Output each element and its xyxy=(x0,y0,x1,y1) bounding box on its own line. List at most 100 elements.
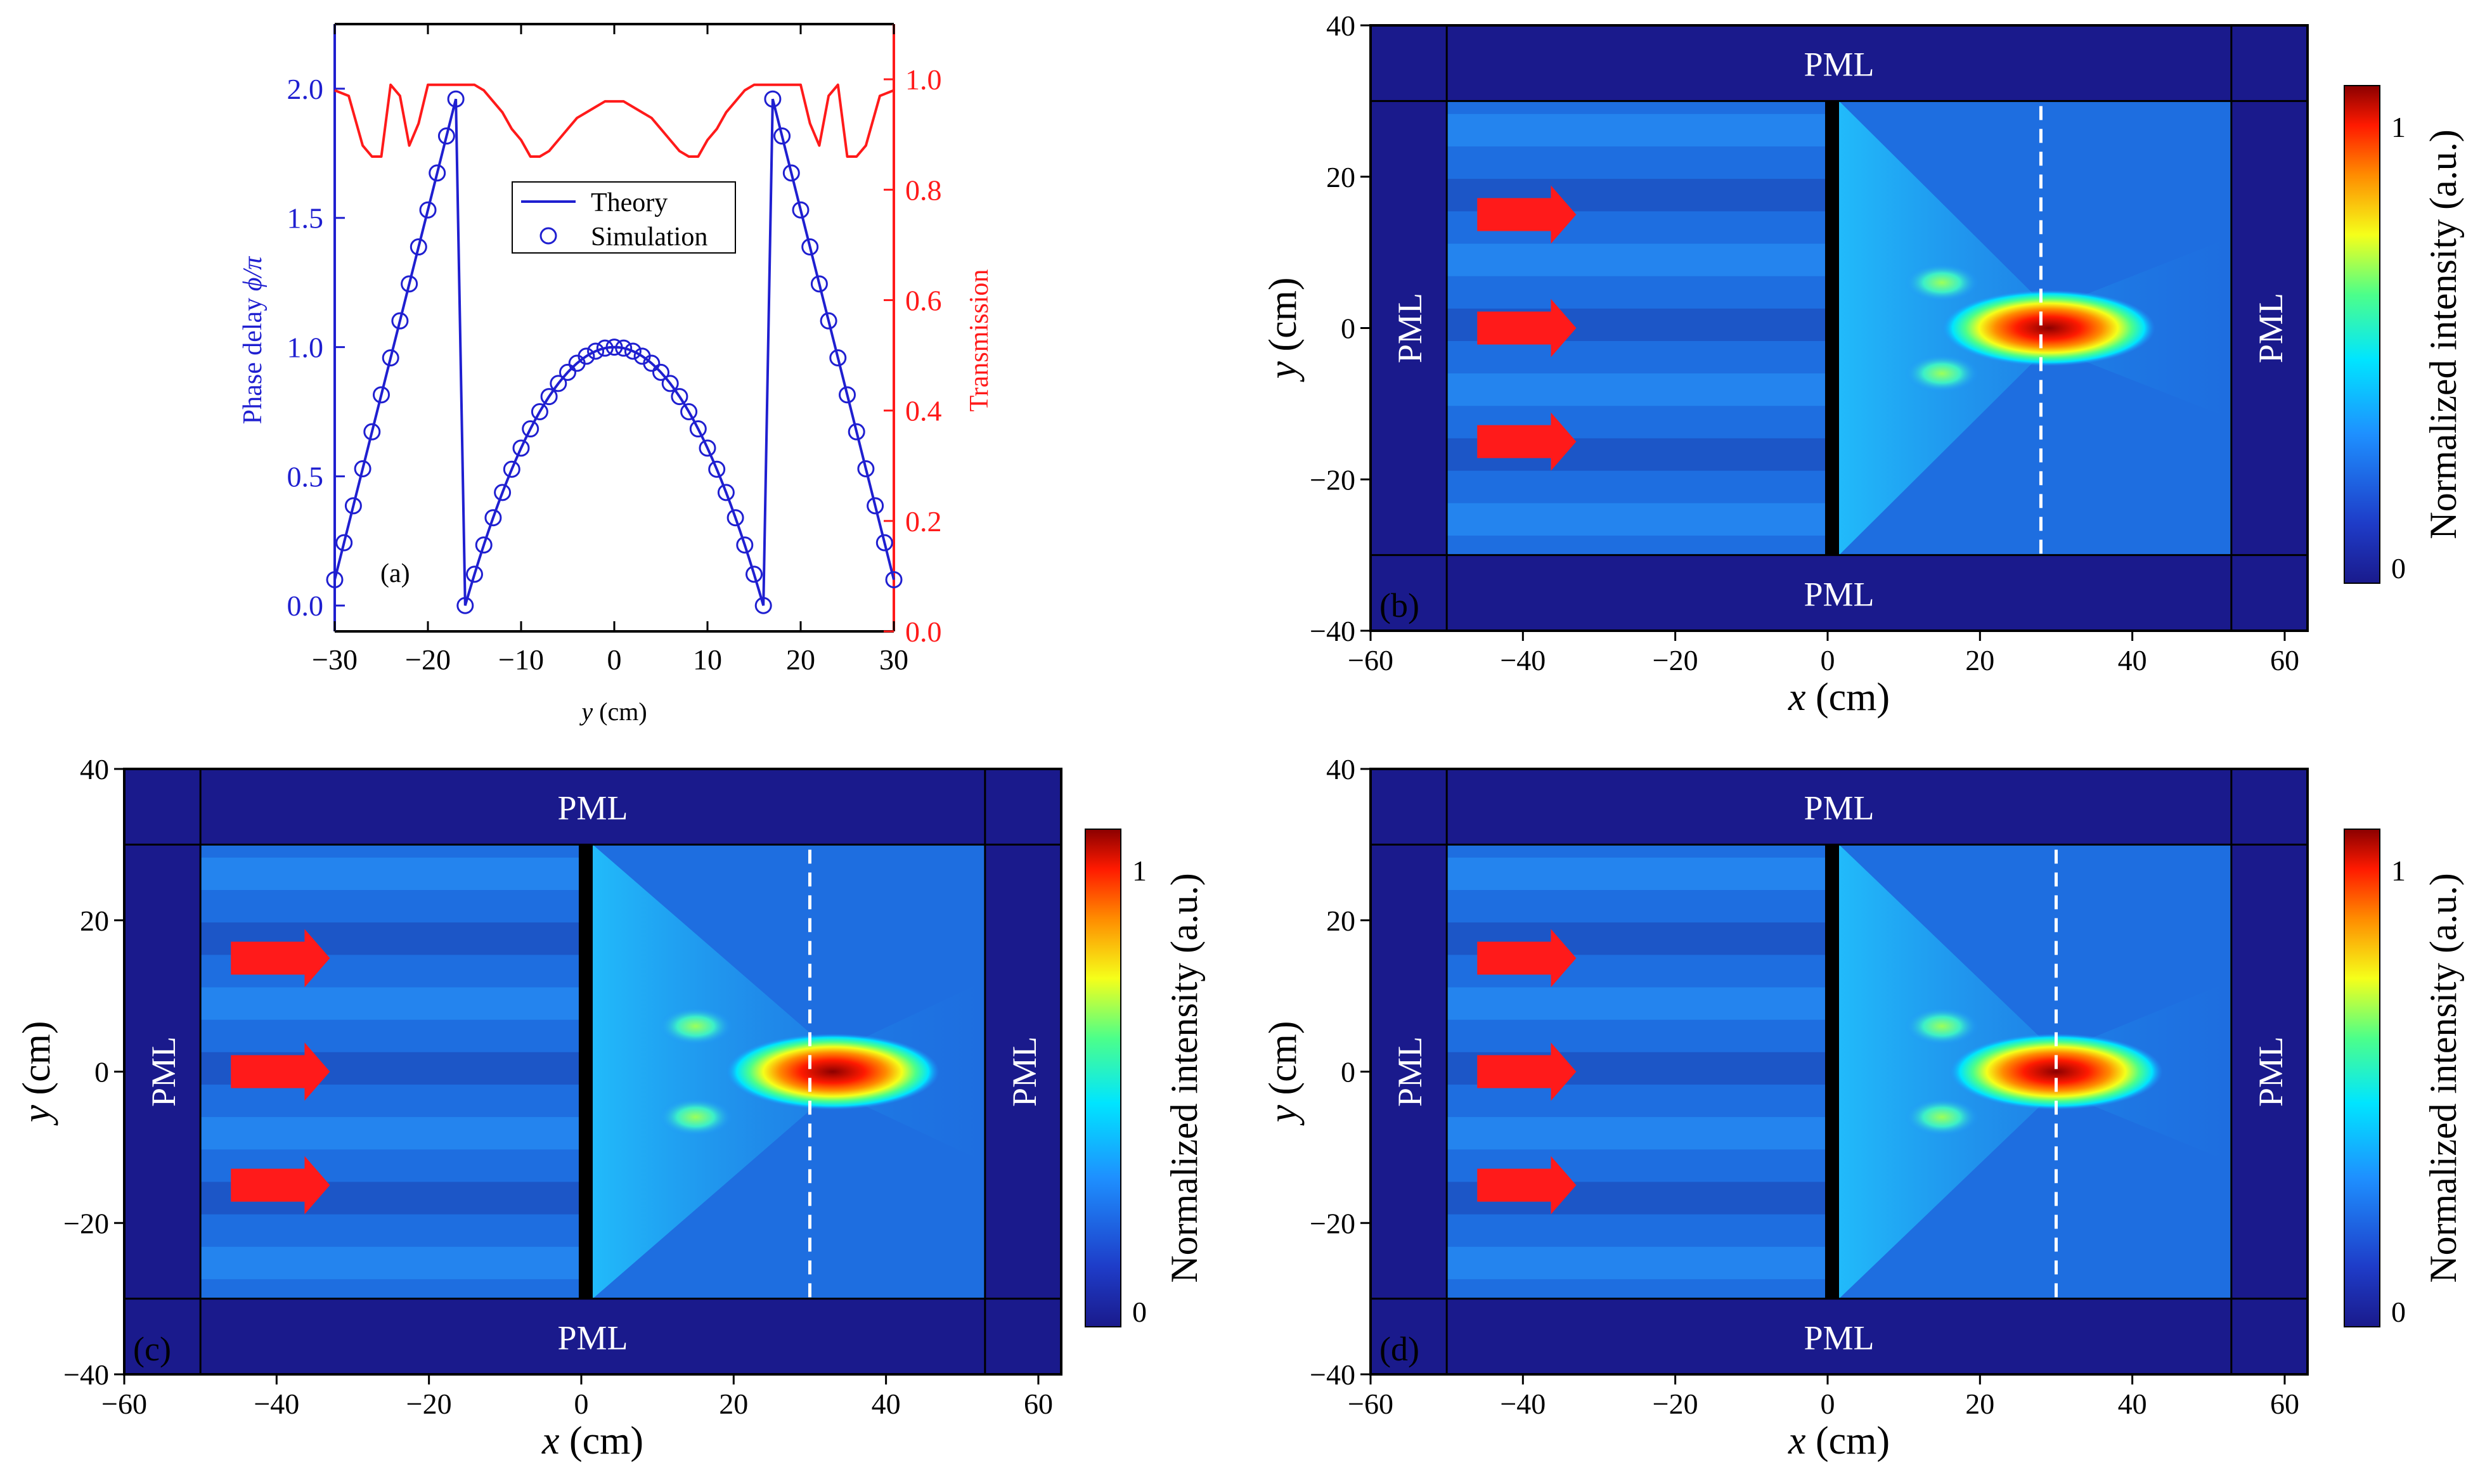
metasurface xyxy=(1824,101,1839,555)
y-axis-label: y (cm) xyxy=(1262,277,1305,382)
incident-arrow xyxy=(1477,299,1577,358)
legend-box xyxy=(512,181,736,254)
x-axis-label-unit: (cm) xyxy=(1805,676,1890,719)
x-tick-label: 0 xyxy=(574,1388,588,1420)
x-tick-label: 30 xyxy=(879,643,908,676)
y-left-tick-label: 0.0 xyxy=(287,590,324,622)
y-axis-label-unit: (cm) xyxy=(15,1021,58,1105)
side-lobe xyxy=(1905,1007,1979,1045)
y-tick-label: −40 xyxy=(1310,1358,1355,1391)
colorbar xyxy=(2344,829,2380,1327)
colorbar-label: Normalized intensity (a.u.) xyxy=(2422,129,2464,539)
y-tick-label: 0 xyxy=(1341,313,1355,345)
pml-label-left: PML xyxy=(1391,1036,1429,1107)
series-transmission-line xyxy=(334,83,894,158)
x-tick-label: 60 xyxy=(2270,1388,2299,1420)
x-tick-label: −20 xyxy=(1653,1388,1698,1420)
side-lobe xyxy=(1905,1098,1979,1137)
x-axis-label-var: x xyxy=(541,1419,560,1462)
x-tick-label: 0 xyxy=(1820,1388,1835,1420)
x-axis-label-var: x xyxy=(1788,676,1806,719)
simulation-point xyxy=(335,534,353,552)
colorbar-tick-label: 0 xyxy=(2391,552,2406,584)
simulation-point xyxy=(615,339,633,357)
legend-theory-label: Theory xyxy=(591,188,668,217)
x-tick-label: 40 xyxy=(2118,644,2147,676)
x-tick-label: 40 xyxy=(872,1388,901,1420)
panel-a: −30 −20 −10 0 10 20 300.00.51.01.52.00.00.20.4… xyxy=(238,23,994,726)
simulation-point xyxy=(680,403,698,420)
simulation-point xyxy=(354,460,371,477)
incident-band xyxy=(1447,113,1828,146)
y-left-axis-label-text: Phase delay xyxy=(238,291,268,424)
y-left-tick-label: 1.5 xyxy=(287,202,324,235)
x-tick-label: −20 xyxy=(1653,644,1698,676)
simulation-point xyxy=(596,339,614,357)
y-tick-label: 0 xyxy=(1341,1056,1355,1088)
y-axis-label: y (cm) xyxy=(15,1021,58,1126)
simulation-point xyxy=(587,342,605,360)
simulation-point xyxy=(717,484,735,501)
simulation-point xyxy=(419,201,437,219)
x-axis-label-var: x xyxy=(1788,1419,1806,1462)
simulation-point xyxy=(754,597,772,614)
simulation-point xyxy=(531,403,548,420)
y-axis-label-var: y xyxy=(1262,361,1305,383)
simulation-point xyxy=(410,238,427,256)
x-axis-label: y (cm) xyxy=(579,697,647,726)
incident-band xyxy=(200,857,581,890)
x-axis-label-unit: (cm) xyxy=(559,1419,643,1462)
simulation-point xyxy=(671,388,688,406)
pml-label-right: PML xyxy=(1005,1036,1043,1107)
y-tick-label: −20 xyxy=(63,1207,109,1239)
legend-simulation-swatch xyxy=(539,227,557,245)
simulation-point xyxy=(829,349,847,367)
simulation-point xyxy=(746,565,763,583)
legend-simulation-label: Simulation xyxy=(591,223,707,252)
simulation-point xyxy=(326,571,344,588)
x-tick-label: −60 xyxy=(1348,644,1393,676)
y-tick-label: 20 xyxy=(1326,161,1355,193)
simulation-point xyxy=(578,347,595,365)
incident-band xyxy=(1447,857,1828,890)
incident-band xyxy=(200,987,581,1020)
x-axis-label-var: y xyxy=(579,697,593,726)
x-axis-label-unit: (cm) xyxy=(593,697,647,726)
x-tick-label: 20 xyxy=(1965,644,1994,676)
simulation-point xyxy=(875,534,893,552)
focal-spot xyxy=(1949,1033,2163,1110)
colorbar-tick-label: 1 xyxy=(2391,111,2406,143)
y-axis-label-var: y xyxy=(1262,1105,1305,1126)
incident-band xyxy=(1447,373,1828,406)
pml-label-right: PML xyxy=(2252,1036,2290,1107)
y-left-tick-label: 1.0 xyxy=(287,332,324,364)
simulation-point xyxy=(857,460,875,477)
simulation-point xyxy=(848,423,865,441)
simulation-point xyxy=(652,363,669,381)
y-right-axis-label: Transmission xyxy=(965,269,994,412)
panel-label: (d) xyxy=(1379,1330,1419,1368)
simulation-point xyxy=(550,375,567,392)
x-axis-label: x (cm) xyxy=(1788,676,1890,719)
x-tick-label: −20 xyxy=(406,1388,452,1420)
x-axis-label-unit: (cm) xyxy=(1805,1419,1890,1462)
x-tick-label: −20 xyxy=(405,643,451,676)
x-tick-label: 60 xyxy=(2270,644,2299,676)
x-tick-label: 10 xyxy=(693,643,722,676)
x-tick-label: −40 xyxy=(1500,644,1546,676)
x-tick-label: 20 xyxy=(1965,1388,1994,1420)
x-tick-label: 0 xyxy=(1820,644,1835,676)
incident-band xyxy=(1447,987,1828,1020)
simulation-point xyxy=(764,90,782,108)
y-right-tick-label: 0.2 xyxy=(905,505,942,538)
simulation-point xyxy=(456,597,474,614)
incident-arrow xyxy=(1477,412,1577,471)
simulation-point xyxy=(736,536,754,554)
simulation-point xyxy=(708,460,726,478)
y-tick-label: 40 xyxy=(80,753,109,785)
simulation-point xyxy=(437,127,455,145)
y-left-axis-label: Phase delay ϕ/π xyxy=(238,256,268,424)
simulation-point xyxy=(810,275,828,293)
